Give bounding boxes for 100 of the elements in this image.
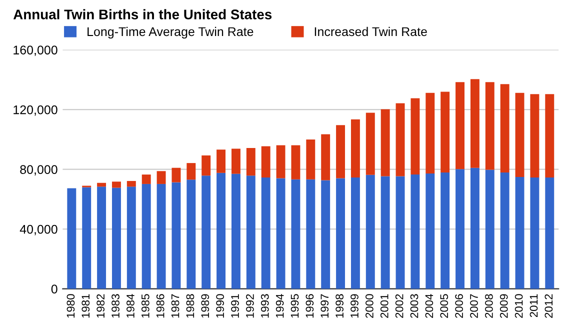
bar xyxy=(186,163,196,180)
x-tick-label: 1986 xyxy=(156,294,164,318)
x-tick-label: 1988 xyxy=(186,294,194,318)
x-tick-label: 1993 xyxy=(260,294,269,318)
bar xyxy=(126,180,136,187)
bar xyxy=(396,176,405,289)
bar xyxy=(440,172,450,289)
x-tick-label: 2002 xyxy=(395,294,404,318)
bar xyxy=(216,172,226,289)
x-tick-label: 1996 xyxy=(306,294,314,318)
x-tick-label: 2011 xyxy=(530,294,538,318)
x-tick-label: 1995 xyxy=(290,294,299,318)
bar xyxy=(246,148,256,176)
bar xyxy=(156,171,166,184)
y-tick-label: 80,000 xyxy=(20,165,58,176)
bar xyxy=(172,182,181,289)
bar xyxy=(426,92,435,174)
bar xyxy=(410,174,420,289)
legend-label: Increased Twin Rate xyxy=(314,26,427,36)
chart-title: Annual Twin Births in the United States xyxy=(13,9,272,20)
bar xyxy=(231,148,240,174)
bar xyxy=(470,79,480,168)
bar xyxy=(261,146,270,178)
bar xyxy=(485,170,494,289)
y-tick-label: 40,000 xyxy=(20,224,58,236)
bar xyxy=(246,176,256,289)
bar xyxy=(485,82,494,170)
y-tick-label: 160,000 xyxy=(14,46,58,56)
bar xyxy=(321,134,330,180)
x-tick-label: 1990 xyxy=(216,294,224,318)
x-tick-label: 1999 xyxy=(350,294,358,318)
bar xyxy=(456,82,464,170)
bar xyxy=(202,176,211,289)
x-tick-label: 1980 xyxy=(66,294,75,318)
bar xyxy=(186,180,196,289)
bar xyxy=(172,168,181,182)
bar xyxy=(545,178,554,289)
bar xyxy=(276,145,286,178)
x-tick-label: 2006 xyxy=(455,294,463,318)
bar xyxy=(97,186,106,289)
bar xyxy=(202,155,211,176)
bar xyxy=(500,84,510,172)
bar xyxy=(440,92,450,172)
bar xyxy=(500,172,510,289)
x-tick-label: 1985 xyxy=(141,294,150,318)
bar xyxy=(396,103,405,176)
x-tick-label: 1981 xyxy=(82,294,90,318)
x-tick-label: 1994 xyxy=(276,294,284,318)
bar xyxy=(470,168,480,289)
bar xyxy=(142,174,151,184)
bar xyxy=(545,94,554,178)
bar xyxy=(380,109,390,176)
x-tick-label: 1997 xyxy=(320,294,329,318)
x-tick-label: 1987 xyxy=(171,294,180,318)
x-tick-label: 1982 xyxy=(96,294,105,318)
bar xyxy=(350,178,360,289)
bar xyxy=(321,180,330,289)
bar xyxy=(530,94,540,178)
x-tick-label: 1998 xyxy=(336,294,344,318)
bar xyxy=(231,174,240,289)
bar xyxy=(306,139,316,180)
bar xyxy=(306,179,316,289)
bar xyxy=(82,187,92,289)
bar xyxy=(515,176,524,289)
bar xyxy=(366,174,375,289)
bar xyxy=(261,178,270,289)
bar xyxy=(112,188,121,289)
bar xyxy=(276,178,286,289)
x-tick-label: 2009 xyxy=(500,294,508,318)
x-tick-label: 2001 xyxy=(380,294,388,318)
bar xyxy=(97,182,106,187)
bar xyxy=(336,125,346,178)
x-tick-label: 1989 xyxy=(201,294,210,318)
bar xyxy=(216,150,226,173)
bar xyxy=(530,178,540,289)
bar xyxy=(126,186,136,289)
x-tick-label: 2005 xyxy=(440,294,448,318)
x-tick-label: 1984 xyxy=(126,294,134,318)
x-tick-label: 1991 xyxy=(231,294,239,318)
bar xyxy=(380,176,390,289)
bar xyxy=(67,188,76,289)
x-tick-label: 2008 xyxy=(485,294,493,318)
bar xyxy=(350,119,360,178)
bar xyxy=(156,184,166,289)
x-tick-label: 2012 xyxy=(544,294,553,318)
y-tick-label: 0 xyxy=(51,284,58,294)
bar xyxy=(515,92,524,177)
x-tick-label: 1983 xyxy=(112,294,120,318)
bar xyxy=(142,184,151,289)
bar xyxy=(456,169,464,289)
legend-label: Long-Time Average Twin Rate xyxy=(88,26,254,39)
bar xyxy=(410,98,420,175)
bar xyxy=(291,145,300,180)
bar xyxy=(112,182,121,188)
x-tick-label: 2000 xyxy=(366,294,374,318)
bar xyxy=(291,179,300,289)
x-tick-label: 2003 xyxy=(410,294,418,318)
x-tick-label: 2010 xyxy=(514,294,523,318)
x-tick-label: 2004 xyxy=(425,294,434,318)
bar xyxy=(426,174,435,289)
